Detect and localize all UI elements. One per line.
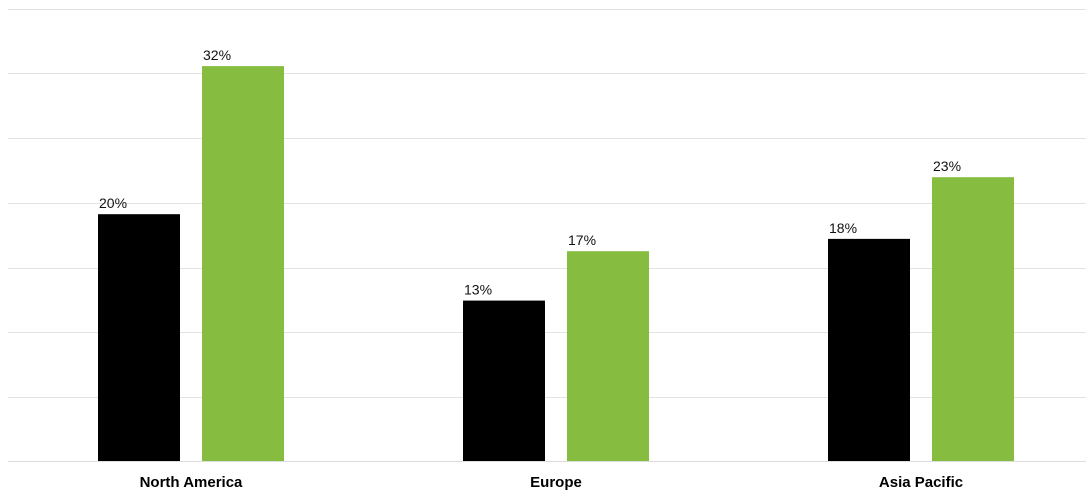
data-label-north-america-series-1: 20% bbox=[99, 195, 127, 211]
bar-north-america-series-2 bbox=[202, 66, 284, 462]
bar-asia-pacific-series-1 bbox=[828, 238, 910, 461]
data-label-europe-series-2: 17% bbox=[568, 232, 596, 248]
bars bbox=[98, 66, 1014, 462]
data-label-asia-pacific-series-1: 18% bbox=[829, 220, 857, 236]
bar-europe-series-1 bbox=[463, 300, 545, 461]
x-tick-label-north-america: North America bbox=[140, 474, 243, 491]
x-tick-label-asia-pacific: Asia Pacific bbox=[879, 474, 963, 491]
category-labels: North America Europe Asia Pacific bbox=[140, 474, 964, 491]
value-labels: 20% 32% 13% 17% 18% 23% bbox=[99, 47, 961, 297]
data-label-north-america-series-2: 32% bbox=[203, 47, 231, 63]
bar-north-america-series-1 bbox=[98, 214, 180, 461]
bar-asia-pacific-series-2 bbox=[932, 177, 1014, 461]
x-tick-label-europe: Europe bbox=[530, 474, 582, 491]
bar-europe-series-2 bbox=[567, 251, 649, 461]
data-label-europe-series-1: 13% bbox=[464, 282, 492, 298]
data-label-asia-pacific-series-2: 23% bbox=[933, 158, 961, 174]
gridlines bbox=[8, 9, 1086, 462]
